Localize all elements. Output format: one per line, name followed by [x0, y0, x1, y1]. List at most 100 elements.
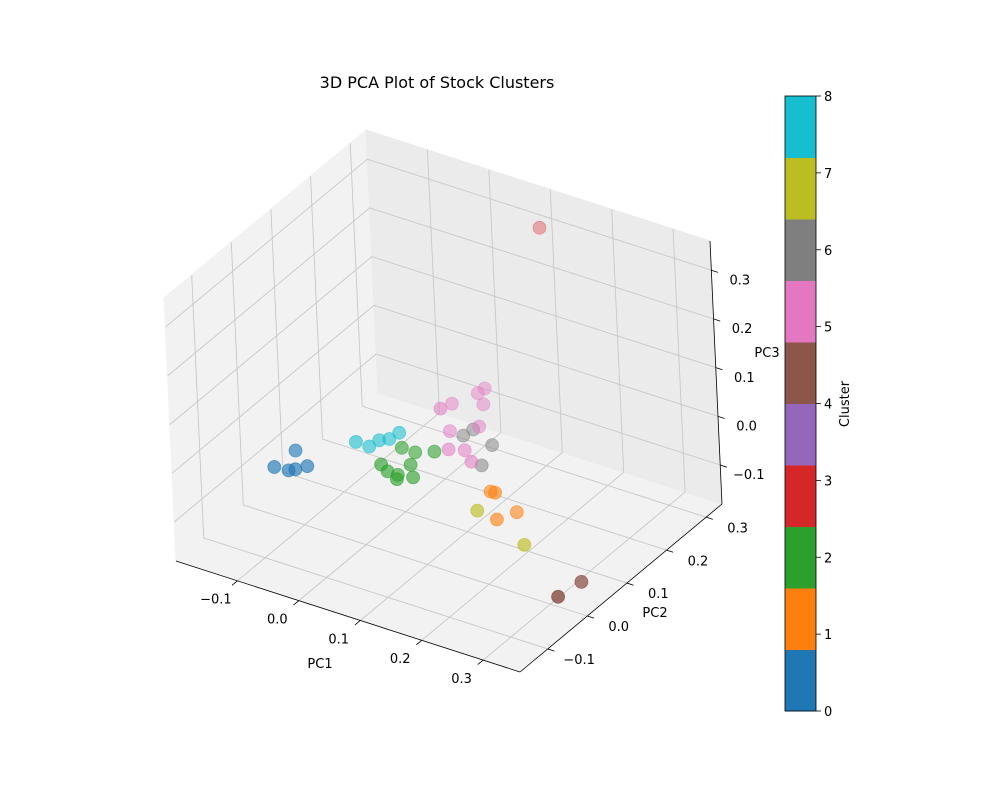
- scatter-point: [470, 503, 485, 518]
- scatter-point: [403, 457, 418, 472]
- z-tick: [713, 318, 721, 322]
- z-axis-label: PC3: [754, 346, 779, 361]
- scatter-point: [362, 439, 377, 454]
- x-tick-label: 0.0: [267, 613, 288, 628]
- z-tick-label: 0.2: [732, 322, 753, 337]
- scatter-point: [389, 472, 404, 487]
- z-tick-label: −0.1: [733, 468, 765, 483]
- scatter-point: [509, 505, 524, 520]
- z-tick: [715, 367, 723, 371]
- colorbar-tick-label: 2: [824, 551, 832, 566]
- scatter-point: [380, 464, 395, 479]
- colorbar-segment: [785, 403, 816, 466]
- y-axis-line: [519, 503, 723, 673]
- scatter-point: [288, 462, 303, 477]
- scatter-point: [456, 428, 471, 443]
- scatter-point: [551, 589, 565, 604]
- colorbar-tick-label: 6: [824, 244, 832, 259]
- scatter-point: [532, 220, 547, 235]
- axes-grid: [165, 143, 721, 661]
- y-tick: [547, 648, 555, 652]
- colorbar-segment: [785, 342, 816, 404]
- x-tick: [416, 639, 422, 646]
- x-tick: [477, 659, 484, 665]
- data-points: [267, 220, 589, 604]
- scatter-point: [442, 424, 457, 439]
- scatter-point: [267, 460, 282, 474]
- scatter-point: [517, 538, 532, 552]
- y-tick-label: 0.1: [648, 587, 669, 602]
- colorbar-tick-label: 0: [824, 705, 832, 720]
- colorbar-tick-label: 3: [824, 474, 832, 489]
- scatter-point: [433, 401, 448, 416]
- chart-title: 3D PCA Plot of Stock Clusters: [320, 73, 555, 92]
- scatter-point: [477, 381, 492, 396]
- scatter-point: [427, 444, 442, 459]
- colorbar-tick-label: 4: [824, 398, 832, 413]
- axes-panes: [163, 128, 724, 673]
- colorbar-segment: [785, 96, 816, 158]
- x-axis-label: PC1: [307, 657, 332, 672]
- grid-line-y: [230, 241, 588, 617]
- axis-ticks: −0.1 0.0 0.1 0.2 0.3 −0.1 0.0 0.1 0.2 0.3 −0.1 0.0 0…: [200, 269, 765, 687]
- scatter-point: [574, 575, 589, 589]
- y-tick-label: 0.2: [688, 554, 709, 569]
- x-axis-line: [175, 560, 521, 673]
- y-tick: [626, 582, 634, 586]
- z-tick: [717, 415, 725, 419]
- grid-line-z: [169, 256, 716, 425]
- colorbar-segment: [785, 649, 816, 712]
- axis-lines: [175, 240, 723, 673]
- grid-line-z: [171, 304, 719, 474]
- scatter-point: [472, 419, 487, 434]
- grid-line-z: [165, 158, 712, 328]
- y-tick: [666, 549, 674, 553]
- z-tick-label: 0.0: [736, 420, 757, 435]
- scatter-point: [441, 442, 456, 457]
- grid-line-z: [173, 353, 721, 523]
- grid-line-y: [191, 274, 548, 650]
- colorbar-tick-label: 8: [824, 90, 832, 105]
- y-tick: [706, 516, 713, 520]
- y-tick-label: 0.3: [727, 521, 748, 536]
- scatter-point: [444, 396, 459, 411]
- colorbar-label: Cluster: [838, 380, 853, 427]
- colorbar-segment: [785, 588, 816, 650]
- colorbar-segment: [785, 526, 816, 589]
- scatter-point: [394, 440, 409, 455]
- y-tick-label: 0.0: [608, 620, 629, 635]
- colorbar-tick-label: 1: [824, 628, 832, 643]
- scatter-point: [485, 438, 500, 453]
- z-tick-label: 0.1: [734, 371, 755, 386]
- x-tick: [231, 580, 238, 586]
- colorbar-segment: [785, 280, 816, 343]
- z-tick: [720, 464, 728, 468]
- z-tick-label: 0.3: [730, 273, 751, 288]
- grid-line-y: [349, 143, 707, 518]
- scatter-point: [288, 443, 303, 458]
- scatter-point: [300, 459, 315, 474]
- y-tick-label: −0.1: [563, 653, 595, 668]
- colorbar-segment: [785, 465, 816, 527]
- x-tick: [354, 620, 361, 626]
- scatter-point: [406, 470, 421, 485]
- colorbar-tick-label: 5: [824, 321, 832, 336]
- colorbar-tick-label: 7: [824, 167, 832, 182]
- colorbar: 0 1 2 3 4 5 6 7 8: [784, 90, 832, 720]
- scatter-point: [372, 433, 387, 448]
- scatter-point: [348, 434, 363, 449]
- scatter-point: [408, 445, 423, 460]
- y-axis-label: PC2: [642, 606, 667, 621]
- x-tick: [293, 600, 300, 606]
- grid-line-z: [167, 207, 714, 377]
- scatter-point: [457, 443, 472, 458]
- x-tick-label: −0.1: [200, 593, 232, 608]
- y-tick: [587, 615, 595, 619]
- scatter-point: [464, 454, 479, 469]
- z-tick: [711, 269, 719, 273]
- scatter-point: [476, 397, 491, 412]
- scatter-point: [488, 485, 502, 500]
- scatter-point: [392, 425, 407, 440]
- scatter-point: [470, 386, 485, 401]
